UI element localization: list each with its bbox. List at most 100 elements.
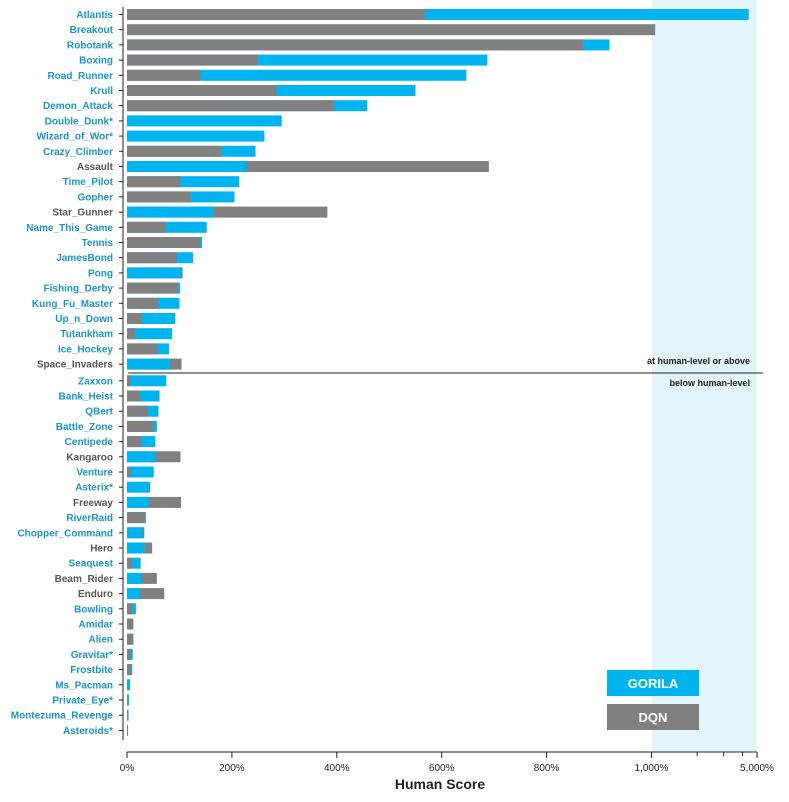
- x-tick-label: 1,000%: [635, 763, 669, 774]
- category-label: Frostbite: [70, 665, 113, 676]
- bar-dqn: [127, 328, 136, 340]
- bar-dqn: [127, 9, 425, 20]
- x-tick-label: 800%: [534, 763, 560, 774]
- category-label: Pong: [88, 268, 113, 279]
- bar-dqn: [127, 648, 131, 660]
- category-label: Enduro: [78, 589, 113, 600]
- bar-dqn: [127, 405, 148, 417]
- bar-gorila: [127, 130, 265, 142]
- bar-gorila: [127, 221, 207, 233]
- category-label: Atlantis: [76, 10, 113, 21]
- category-label: Venture: [76, 468, 113, 479]
- bar-dqn: [127, 572, 157, 584]
- bar-dqn: [127, 24, 656, 36]
- category-label: Crazy_Climber: [43, 147, 113, 158]
- category-label: JamesBond: [56, 253, 113, 264]
- bar-gorila: [127, 69, 467, 81]
- y-axis: [119, 7, 124, 740]
- category-label: Zaxxon: [78, 376, 113, 387]
- category-label: Gopher: [77, 192, 113, 203]
- bar-gorila: [127, 9, 749, 20]
- category-label: Kangaroo: [66, 452, 113, 463]
- bar-dqn: [127, 252, 177, 264]
- bar-dqn: [127, 724, 128, 736]
- x-tick-label: 600%: [429, 763, 455, 774]
- bar-dqn: [127, 603, 133, 615]
- category-label: Private_Eye*: [52, 696, 113, 707]
- category-label: Amidar: [79, 620, 114, 631]
- bar-dqn: [127, 297, 158, 309]
- bar-dqn: [127, 496, 182, 508]
- bar-dqn: [127, 54, 259, 66]
- bar-gorila: [127, 679, 130, 691]
- category-label: Name_This_Game: [26, 223, 113, 234]
- category-label: Krull: [90, 86, 113, 97]
- category-label: Fishing_Derby: [44, 284, 114, 295]
- category-label: Asteroids*: [63, 726, 113, 737]
- category-label: Assault: [77, 162, 114, 173]
- category-label: Road_Runner: [47, 71, 113, 82]
- category-label: Centipede: [65, 437, 114, 448]
- category-label: Robotank: [67, 40, 114, 51]
- category-label: Kung_Fu_Master: [32, 299, 113, 310]
- annotation-above: at human-level or above: [647, 356, 750, 366]
- category-label: Hero: [90, 544, 113, 555]
- category-label: Freeway: [73, 498, 113, 509]
- bar-dqn: [127, 39, 584, 51]
- bar-dqn: [127, 161, 489, 172]
- category-labels: Atlantis Breakout Robotank Boxing Road_Runne…: [11, 10, 114, 737]
- x-tick-label: 200%: [219, 763, 245, 774]
- bar-gorila: [127, 542, 145, 554]
- bar-gorila: [127, 390, 160, 402]
- bar-dqn: [127, 390, 141, 402]
- x-tick-label: 5,000%: [740, 763, 774, 774]
- category-label: Ms_Pacman: [55, 680, 113, 691]
- category-label: Double_Dunk*: [45, 116, 113, 127]
- bar-dqn: [127, 206, 328, 218]
- bar-dqn: [127, 176, 181, 188]
- bar-dqn: [127, 618, 134, 630]
- bar-dqn: [127, 191, 191, 203]
- bar-dqn: [127, 694, 128, 706]
- bar-dqn: [127, 664, 132, 676]
- bar-gorila: [127, 115, 282, 127]
- category-label: Seaquest: [69, 559, 114, 570]
- category-label: QBert: [85, 407, 113, 418]
- bar-dqn: [127, 145, 222, 157]
- category-label: Star_Gunner: [52, 208, 113, 219]
- bar-dqn: [127, 100, 334, 112]
- category-label: Time_Pilot: [63, 177, 114, 188]
- bar-gorila: [127, 694, 130, 706]
- bar-gorila: [127, 206, 214, 218]
- bar-gorila: [127, 496, 150, 508]
- bar-dqn: [127, 633, 134, 645]
- category-label: Bowling: [74, 604, 113, 615]
- bar-gorila: [127, 328, 173, 340]
- category-label: Battle_Zone: [56, 422, 114, 433]
- category-label: Gravitar*: [71, 650, 113, 661]
- bar-dqn: [127, 709, 128, 721]
- category-label: Ice_Hockey: [58, 344, 113, 355]
- legend-label-gorila: GORILA: [628, 676, 679, 691]
- category-label: Alien: [89, 635, 113, 646]
- bar-dqn: [127, 557, 132, 569]
- bar-dqn: [127, 313, 142, 324]
- bar-gorila: [127, 375, 167, 387]
- bar-gorila: [127, 527, 143, 539]
- bar-dqn: [127, 466, 131, 478]
- category-label: Breakout: [70, 25, 114, 36]
- category-label: Tutankham: [60, 329, 113, 340]
- bar-dqn: [127, 221, 166, 233]
- bar-gorila: [127, 176, 240, 188]
- category-label: Up_n_Down: [55, 314, 113, 325]
- bar-gorila: [127, 588, 140, 600]
- category-label: Beam_Rider: [55, 574, 113, 585]
- bar-dqn: [127, 343, 158, 355]
- legend-swatch-dqn: [607, 704, 699, 730]
- bar-dqn: [127, 512, 146, 524]
- bar-dqn: [127, 85, 277, 96]
- x-axis-label: Human Score: [395, 776, 485, 792]
- bar-dqn: [127, 420, 154, 432]
- bar-dqn: [127, 588, 165, 600]
